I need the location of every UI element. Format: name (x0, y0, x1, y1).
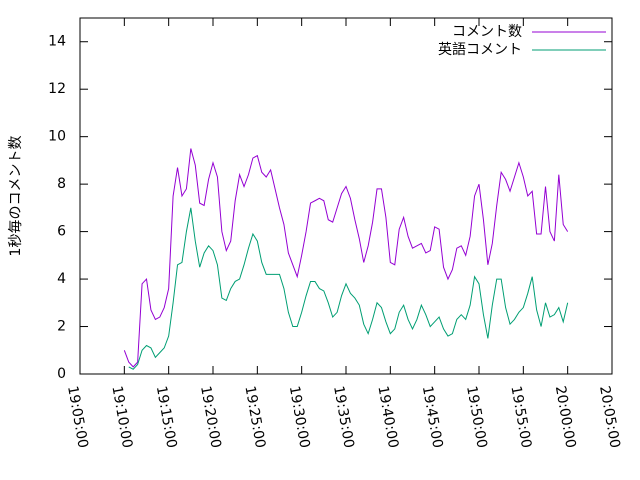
x-tick-label: 19:35:00 (330, 385, 357, 450)
x-tick-label: 19:15:00 (153, 385, 180, 450)
x-tick-label: 19:50:00 (463, 385, 490, 450)
y-tick-label: 4 (57, 271, 66, 287)
x-tick-label: 19:10:00 (108, 385, 135, 450)
legend-label: 英語コメント (438, 41, 522, 58)
x-tick-label: 19:25:00 (241, 385, 268, 450)
y-tick-label: 12 (48, 81, 66, 97)
legend-label: コメント数 (452, 24, 522, 40)
series-line (123, 148, 569, 368)
x-tick-label: 20:00:00 (552, 385, 579, 450)
x-tick-label: 19:05:00 (64, 385, 91, 450)
y-tick-label: 0 (57, 366, 66, 382)
y-axis-label: 1秒毎のコメント数 (8, 136, 24, 257)
y-tick-label: 6 (57, 224, 66, 240)
x-tick-label: 19:40:00 (374, 385, 401, 450)
y-tick-label: 8 (57, 176, 66, 192)
x-tick-label: 19:30:00 (286, 385, 313, 450)
x-tick-label: 19:45:00 (419, 385, 446, 450)
x-tick-label: 19:20:00 (197, 385, 224, 450)
y-tick-label: 10 (48, 129, 66, 145)
x-tick-label: 20:05:00 (596, 385, 623, 450)
series-line (128, 207, 569, 370)
y-tick-label: 14 (48, 34, 66, 50)
x-tick-label: 19:55:00 (507, 385, 534, 450)
y-tick-label: 2 (57, 319, 66, 335)
